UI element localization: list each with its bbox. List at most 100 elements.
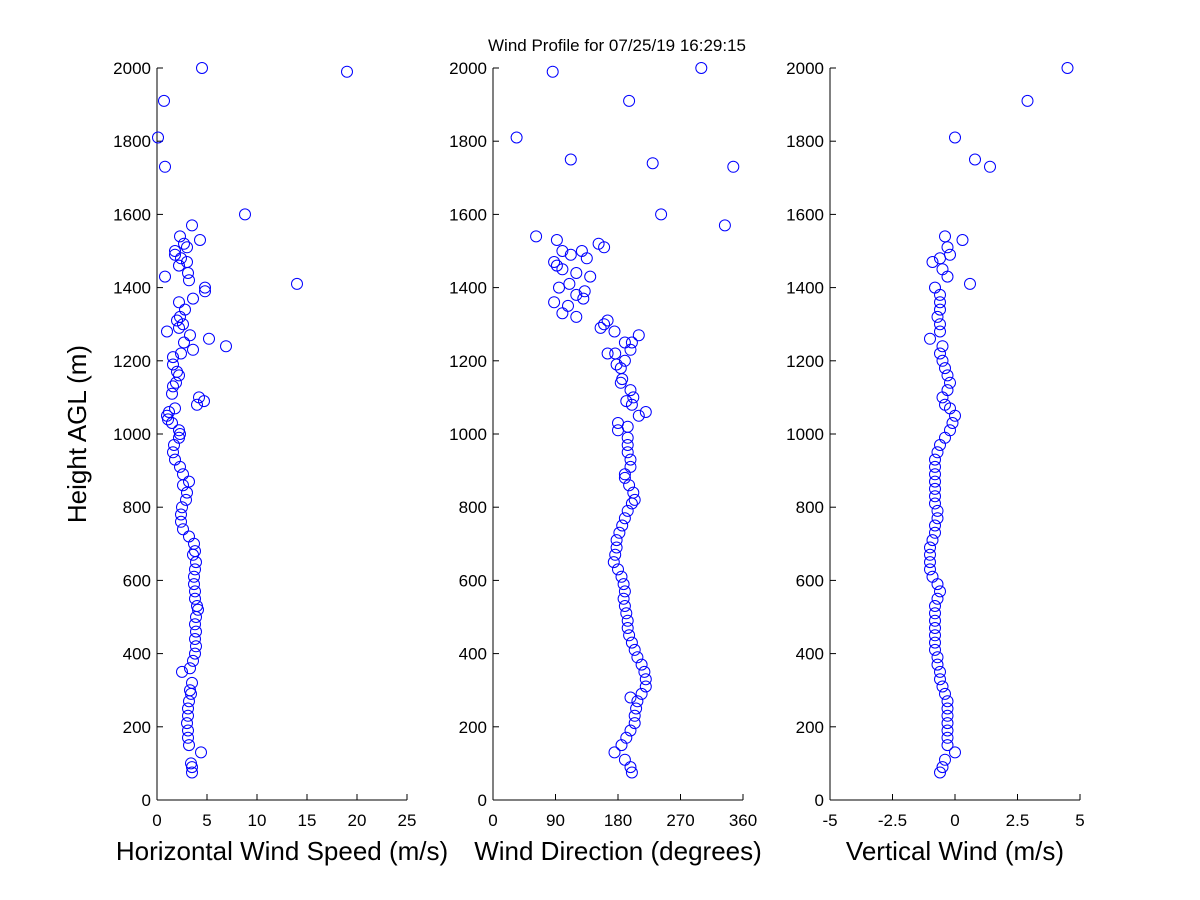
data-point: [639, 680, 652, 693]
data-point: [199, 281, 211, 294]
data-point: [180, 493, 192, 506]
data-point: [944, 376, 956, 389]
data-point: [929, 482, 941, 495]
data-point: [193, 391, 205, 404]
data-point: [936, 680, 949, 693]
data-point: [946, 417, 959, 429]
data-point: [624, 384, 637, 397]
data-point: [191, 398, 203, 411]
data-point: [635, 658, 648, 671]
data-point: [173, 296, 185, 309]
data-point: [530, 230, 543, 243]
data-point: [931, 504, 944, 517]
data-point: [546, 65, 559, 78]
data-point: [621, 431, 634, 444]
data-point: [220, 340, 232, 353]
data-point: [570, 267, 583, 279]
data-point: [941, 695, 954, 708]
data-point: [182, 724, 194, 737]
data-point: [620, 395, 633, 408]
data-point: [949, 131, 961, 144]
data-point: [934, 288, 946, 301]
panel-wind-direction: 0 200 400 600 800 1000 1200 1400 1600 1800 2000 0 90…: [449, 59, 762, 866]
data-point: [186, 676, 198, 689]
data-point: [941, 384, 954, 397]
data-point: [929, 497, 941, 510]
data-point: [718, 219, 731, 232]
data-point: [969, 153, 981, 166]
data-point: [628, 493, 641, 506]
y-tick-label: 800: [123, 498, 151, 517]
data-point: [608, 325, 621, 338]
data-point: [158, 94, 170, 107]
data-point: [628, 643, 641, 656]
y-tick-label: 1400: [786, 279, 824, 298]
data-point: [625, 636, 638, 649]
data-point: [924, 541, 936, 554]
data-point: [624, 724, 637, 737]
data-point: [939, 230, 951, 243]
x-axis-label: Vertical Wind (m/s): [846, 836, 1064, 866]
data-point: [183, 530, 195, 543]
data-point: [627, 391, 640, 404]
panel-vertical-wind: 0 200 400 600 800 1000 1200 1400 1600 1800 2000 -5 -…: [786, 59, 1085, 866]
y-tick-label: 1600: [786, 205, 824, 224]
x-tick-label: -2.5: [878, 811, 907, 830]
data-point: [638, 665, 651, 678]
data-point: [607, 556, 620, 569]
data-point: [931, 578, 944, 591]
data-point: [187, 654, 199, 667]
data-point: [630, 702, 643, 715]
data-point: [695, 62, 708, 74]
y-tick-label: 600: [123, 571, 151, 590]
data-point: [618, 585, 631, 598]
data-point: [616, 373, 629, 386]
data-point: [203, 332, 215, 345]
data-point: [167, 358, 179, 371]
data-point: [618, 354, 631, 367]
data-point: [183, 274, 195, 287]
data-point: [556, 307, 569, 320]
data-point: [939, 398, 951, 411]
data-point: [176, 665, 188, 678]
data-point: [613, 526, 626, 539]
data-point: [176, 501, 188, 514]
data-point: [964, 277, 976, 290]
data-point: [936, 354, 949, 367]
data-point: [632, 329, 645, 342]
y-tick-label: 1000: [449, 425, 487, 444]
data-point: [609, 347, 622, 360]
data-point: [182, 709, 194, 722]
data-point: [926, 534, 939, 547]
data-point: [934, 303, 946, 316]
data-point: [175, 515, 187, 528]
data-point: [239, 208, 251, 221]
data-point: [618, 336, 631, 349]
data-point: [635, 687, 648, 700]
y-tick-label: 1400: [449, 279, 487, 298]
data-point: [171, 314, 183, 327]
data-point: [584, 270, 597, 283]
data-point: [171, 365, 183, 378]
data-point: [944, 424, 956, 437]
y-tick-label: 1400: [113, 279, 151, 298]
data-point: [617, 592, 630, 605]
y-tick-label: 1600: [113, 205, 151, 224]
data-point: [1061, 62, 1074, 74]
data-point: [632, 409, 645, 422]
data-point: [564, 248, 577, 261]
data-point: [181, 241, 193, 254]
data-point: [610, 541, 623, 554]
data-point: [189, 545, 201, 558]
x-tick-label: 90: [546, 811, 565, 830]
data-point: [618, 512, 631, 525]
data-point: [186, 766, 198, 779]
data-point: [182, 702, 194, 715]
data-point: [610, 534, 623, 547]
data-point: [939, 362, 951, 375]
data-point: [929, 643, 941, 656]
data-point: [173, 424, 185, 437]
x-tick-label: 0: [488, 811, 497, 830]
data-point: [929, 600, 941, 612]
